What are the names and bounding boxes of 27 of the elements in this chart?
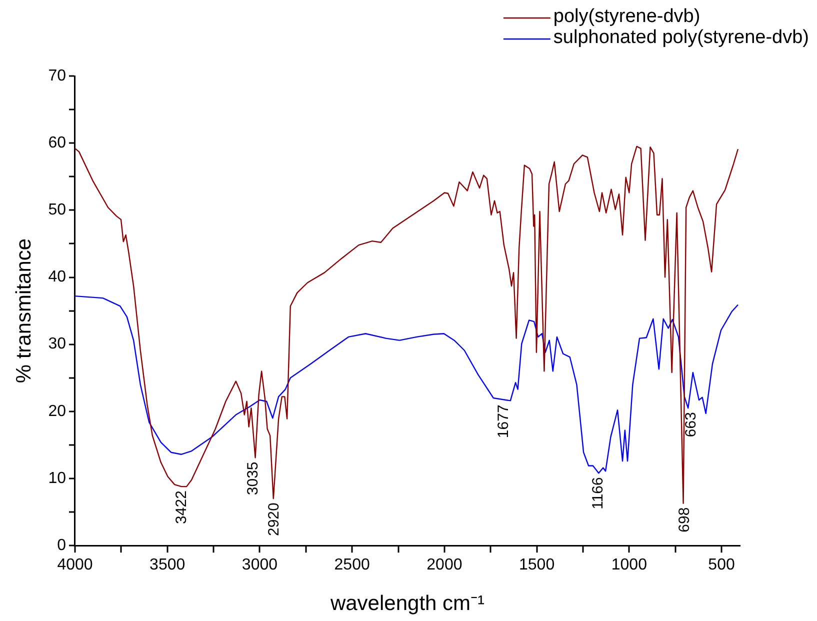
annotation: 3422 xyxy=(172,490,190,524)
x-tick-label: 2000 xyxy=(426,556,462,574)
x-tick-label: 2500 xyxy=(334,556,370,574)
y-tick-label: 10 xyxy=(48,470,66,487)
y-tick-label: 0 xyxy=(57,537,66,554)
legend-label: poly(styrene-dvb) xyxy=(553,6,700,28)
x-tick-label: 1000 xyxy=(611,556,648,574)
y-tick-label: 30 xyxy=(48,336,66,353)
legend-label: sulphonated poly(styrene-dvb) xyxy=(553,27,810,48)
x-tick-label: 4000 xyxy=(57,556,93,574)
annotation: 3035 xyxy=(244,462,262,496)
x-tick-label: 500 xyxy=(708,556,735,574)
y-tick-label: 20 xyxy=(48,402,66,420)
annotation: 1166 xyxy=(590,477,607,510)
annotation: 1677 xyxy=(495,404,512,438)
annotation: 2920 xyxy=(266,502,283,536)
x-tick-label: 3000 xyxy=(242,556,278,574)
x-axis-title: wavelength cm⁻¹ xyxy=(329,592,485,616)
y-tick-label: 70 xyxy=(48,67,66,84)
y-axis-title: % transmitance xyxy=(12,238,36,384)
annotation: 698 xyxy=(676,507,694,532)
x-tick-label: 1500 xyxy=(519,556,555,574)
y-tick-label: 40 xyxy=(48,268,66,286)
y-tick-label: 50 xyxy=(48,202,66,219)
x-tick-label: 3500 xyxy=(150,556,186,574)
annotation: 663 xyxy=(682,412,700,438)
y-tick-label: 60 xyxy=(48,134,66,152)
